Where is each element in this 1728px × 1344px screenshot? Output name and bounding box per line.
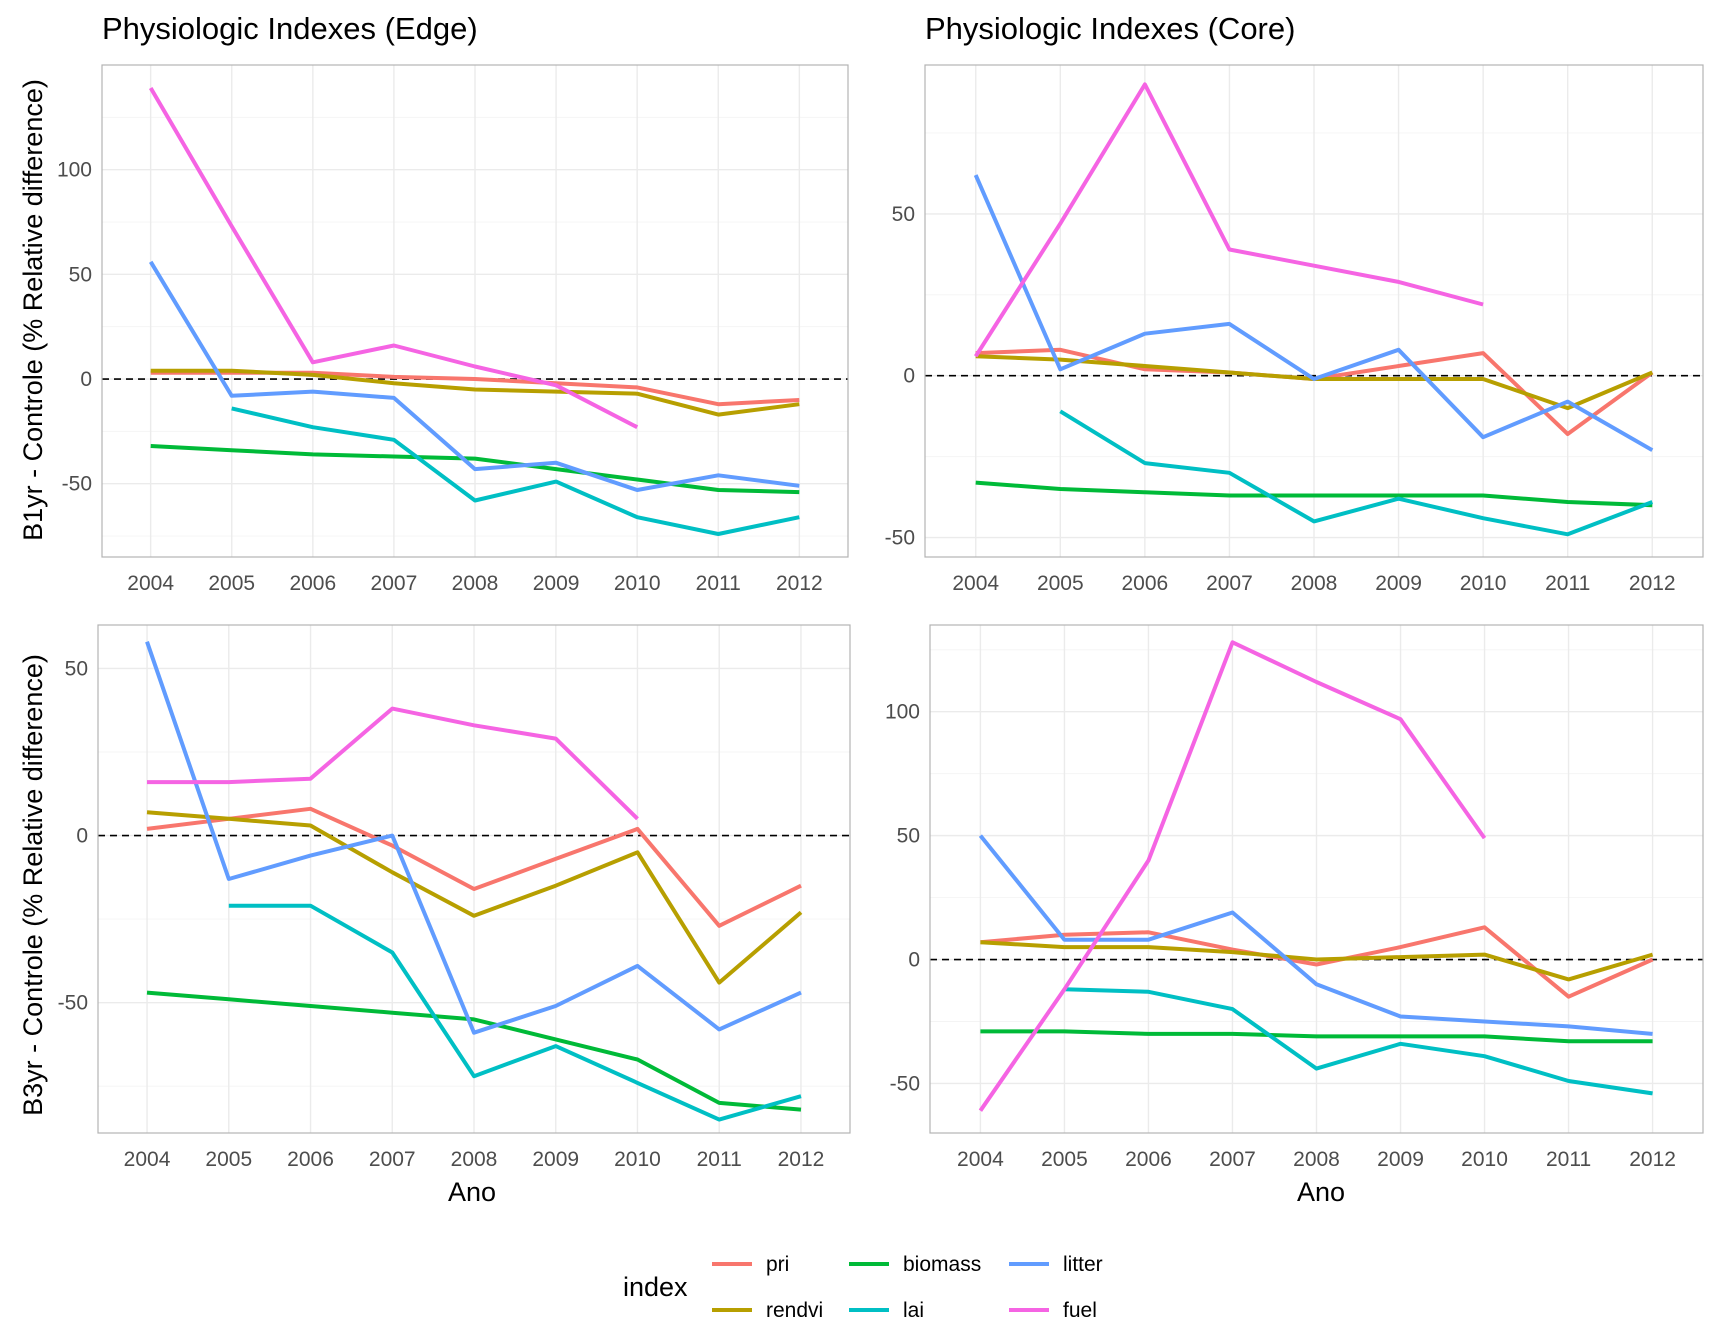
series-line-litter — [148, 260, 800, 492]
x-tick-label: 2011 — [697, 1148, 742, 1171]
x-tick-label: 2008 — [451, 1148, 498, 1171]
x-tick-label: 2010 — [614, 1148, 661, 1171]
series-line-litter — [978, 834, 1653, 1036]
x-tick-label: 2005 — [205, 1148, 252, 1171]
x-tick-label: 2004 — [957, 1148, 1004, 1171]
x-tick-label: 2012 — [1629, 1148, 1676, 1171]
x-tick-label: 2006 — [1125, 1148, 1172, 1171]
series-line-lai — [1064, 987, 1653, 1096]
series-line-lai — [228, 903, 802, 1122]
x-axis-title-core: Ano — [1297, 1177, 1345, 1207]
x-tick-label: 2007 — [1206, 572, 1253, 595]
series-line-rendvi — [150, 368, 800, 417]
y-tick-label: 0 — [908, 949, 920, 972]
x-tick-label: 2008 — [452, 572, 499, 595]
x-tick-label: 2007 — [1209, 1148, 1256, 1171]
x-tick-label: 2004 — [127, 572, 174, 595]
series-line-litter — [973, 174, 1654, 452]
panel-b3yr-edge: -50 0 50 2004 2005 2006 2007 2008 2009 2010 2011 20… — [58, 624, 851, 1171]
legend-label-lai: lai — [903, 1299, 924, 1322]
legend: index pri rendvi biomass lai litter fuel — [623, 1253, 1103, 1322]
x-tick-label: 2009 — [1377, 1148, 1424, 1171]
x-tick-label: 2005 — [208, 572, 255, 595]
x-tick-label: 2012 — [1629, 572, 1676, 595]
y-tick-label: -50 — [890, 1072, 920, 1095]
series-line-lai — [231, 406, 800, 536]
panel-title-core: Physiologic Indexes (Core) — [925, 11, 1295, 46]
panel-b1yr-edge: -50 0 50 100 2004 2005 2006 2007 2008 2009 2010 201… — [57, 64, 849, 595]
x-tick-label: 2006 — [1122, 572, 1169, 595]
y-axis-title-b3yr: B3yr - Controle (% Relative difference) — [18, 654, 48, 1116]
legend-label-pri: pri — [766, 1253, 789, 1276]
panel-title-edge: Physiologic Indexes (Edge) — [102, 11, 478, 46]
series-line-pri — [146, 806, 802, 928]
legend-title: index — [623, 1272, 688, 1302]
x-axis-title-edge: Ano — [448, 1177, 496, 1207]
x-tick-label: 2006 — [287, 1148, 334, 1171]
x-tick-label: 2009 — [533, 572, 580, 595]
y-tick-label: 100 — [885, 701, 920, 724]
y-axis-title-b1yr: B1yr - Controle (% Relative difference) — [18, 79, 48, 541]
legend-label-biomass: biomass — [903, 1253, 981, 1276]
x-tick-label: 2008 — [1291, 572, 1338, 595]
panel-border — [101, 64, 849, 558]
series-line-pri — [980, 925, 1654, 999]
x-tick-label: 2007 — [369, 1148, 416, 1171]
x-tick-label: 2010 — [1461, 1148, 1508, 1171]
y-tick-label: 0 — [80, 368, 92, 391]
x-tick-label: 2005 — [1041, 1148, 1088, 1171]
x-tick-label: 2004 — [952, 572, 999, 595]
y-tick-label: 50 — [892, 203, 915, 226]
panel-border — [929, 624, 1704, 1134]
legend-label-fuel: fuel — [1063, 1299, 1097, 1322]
y-tick-label: 50 — [65, 657, 88, 680]
x-tick-label: 2012 — [776, 572, 823, 595]
series-line-biomass — [980, 1029, 1653, 1044]
x-tick-label: 2009 — [1375, 572, 1422, 595]
y-tick-label: 0 — [903, 365, 915, 388]
y-tick-label: -50 — [58, 992, 88, 1015]
y-tick-label: 50 — [69, 263, 92, 286]
x-tick-label: 2005 — [1037, 572, 1084, 595]
x-tick-label: 2004 — [124, 1148, 171, 1171]
series-line-biomass — [150, 444, 800, 495]
series-line-fuel — [974, 82, 1484, 358]
x-tick-label: 2011 — [1546, 1148, 1591, 1171]
legend-label-litter: litter — [1063, 1253, 1103, 1276]
y-tick-label: 100 — [57, 159, 92, 182]
x-tick-label: 2011 — [696, 572, 741, 595]
y-tick-label: 50 — [897, 825, 920, 848]
panel-border — [97, 624, 851, 1134]
y-tick-label: -50 — [885, 527, 915, 550]
x-tick-label: 2008 — [1293, 1148, 1340, 1171]
series-line-litter — [145, 641, 802, 1035]
x-tick-label: 2009 — [532, 1148, 579, 1171]
y-tick-label: 0 — [76, 825, 88, 848]
legend-label-rendvi: rendvi — [766, 1299, 823, 1322]
series-line-biomass — [975, 480, 1653, 508]
series-line-biomass — [146, 990, 802, 1112]
x-tick-label: 2012 — [778, 1148, 825, 1171]
series-line-fuel — [978, 640, 1487, 1112]
x-tick-label: 2010 — [614, 572, 661, 595]
series-line-lai — [1059, 409, 1654, 537]
panel-b3yr-core: -50 0 50 100 2004 2005 2006 2007 2008 2009 2010 201… — [885, 624, 1704, 1171]
series-line-fuel — [148, 86, 639, 429]
y-tick-label: -50 — [62, 473, 92, 496]
x-tick-label: 2006 — [289, 572, 336, 595]
panel-border — [924, 64, 1704, 558]
panel-b1yr-core: -50 0 50 2004 2005 2006 2007 2008 2009 2010 2011 20… — [885, 64, 1704, 595]
x-tick-label: 2007 — [371, 572, 418, 595]
x-tick-label: 2011 — [1545, 572, 1590, 595]
series-line-fuel — [147, 706, 639, 821]
x-tick-label: 2010 — [1460, 572, 1507, 595]
series-line-rendvi — [146, 810, 803, 985]
